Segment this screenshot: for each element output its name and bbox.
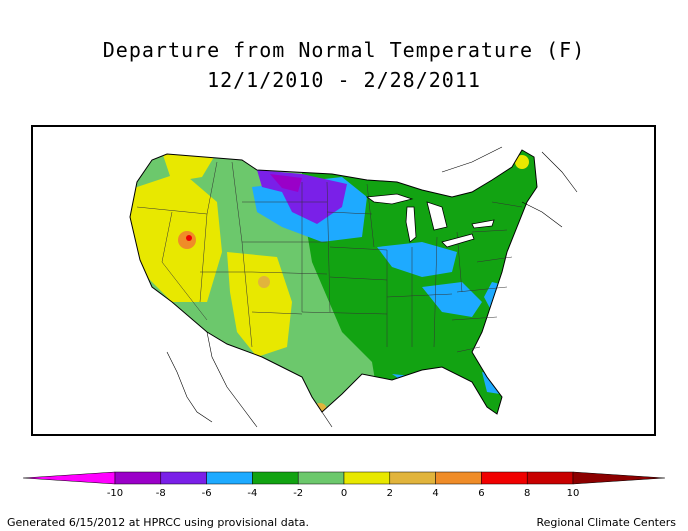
legend-tick-label: -10 [106, 488, 124, 499]
legend-tick-label: -8 [155, 488, 166, 499]
neighbor-coastlines [166, 146, 578, 428]
anomaly-spot-warm-colorado [258, 276, 270, 288]
map-title: Departure from Normal Temperature (F) [102, 38, 586, 62]
legend-bin--6-to--4 [206, 471, 253, 485]
credit-label: Regional Climate Centers [536, 516, 676, 529]
legend-bin--4-to--2 [252, 471, 299, 485]
legend-bin-10-to-12 [572, 471, 665, 485]
legend-colorbar [23, 471, 665, 485]
generation-note: Generated 6/15/2012 at HPRCC using provi… [7, 516, 309, 529]
legend-tick-label: -6 [201, 488, 212, 499]
legend-bin-2-to-4 [389, 471, 436, 485]
legend-bin--2-to-0 [297, 471, 345, 485]
legend-tick-label: -4 [247, 488, 258, 499]
us-outline [129, 149, 538, 415]
legend-bin-6-to-8 [481, 471, 528, 485]
legend-tick-label: 2 [386, 488, 393, 499]
anomaly-area-warm-southwest [227, 252, 292, 357]
legend-tick-label: 8 [524, 488, 531, 499]
map-date-range: 12/1/2010 - 2/28/2011 [207, 68, 481, 92]
anomaly-area-warm-west [130, 172, 222, 302]
legend-bin-4-to-6 [435, 471, 482, 485]
legend-tick-label: 10 [566, 488, 580, 499]
legend-tick-label: 0 [340, 488, 348, 499]
legend-tick-label: -2 [293, 488, 304, 499]
anomaly-spot-warm-maine [515, 155, 529, 169]
legend-bin-0-to-2 [343, 471, 391, 485]
legend-bin--12-to--10 [23, 471, 116, 485]
great-lakes [365, 193, 495, 248]
anomaly-spot-hot-nevada [186, 235, 192, 241]
legend-tick-label: 4 [432, 488, 439, 499]
legend-bin--8-to--6 [160, 471, 207, 485]
state-borders [136, 161, 523, 353]
legend-bin-8-to-10 [526, 471, 574, 485]
anomaly-area-cold-midwest [377, 242, 457, 277]
legend-bin--10-to--8 [114, 471, 162, 485]
anomaly-area-warm-northwest [162, 152, 217, 182]
map-frame [31, 125, 656, 436]
legend-tick-label: 6 [478, 488, 485, 499]
anomaly-area-extreme-cold-montana [270, 174, 302, 192]
temperature-departure-map [129, 146, 578, 428]
